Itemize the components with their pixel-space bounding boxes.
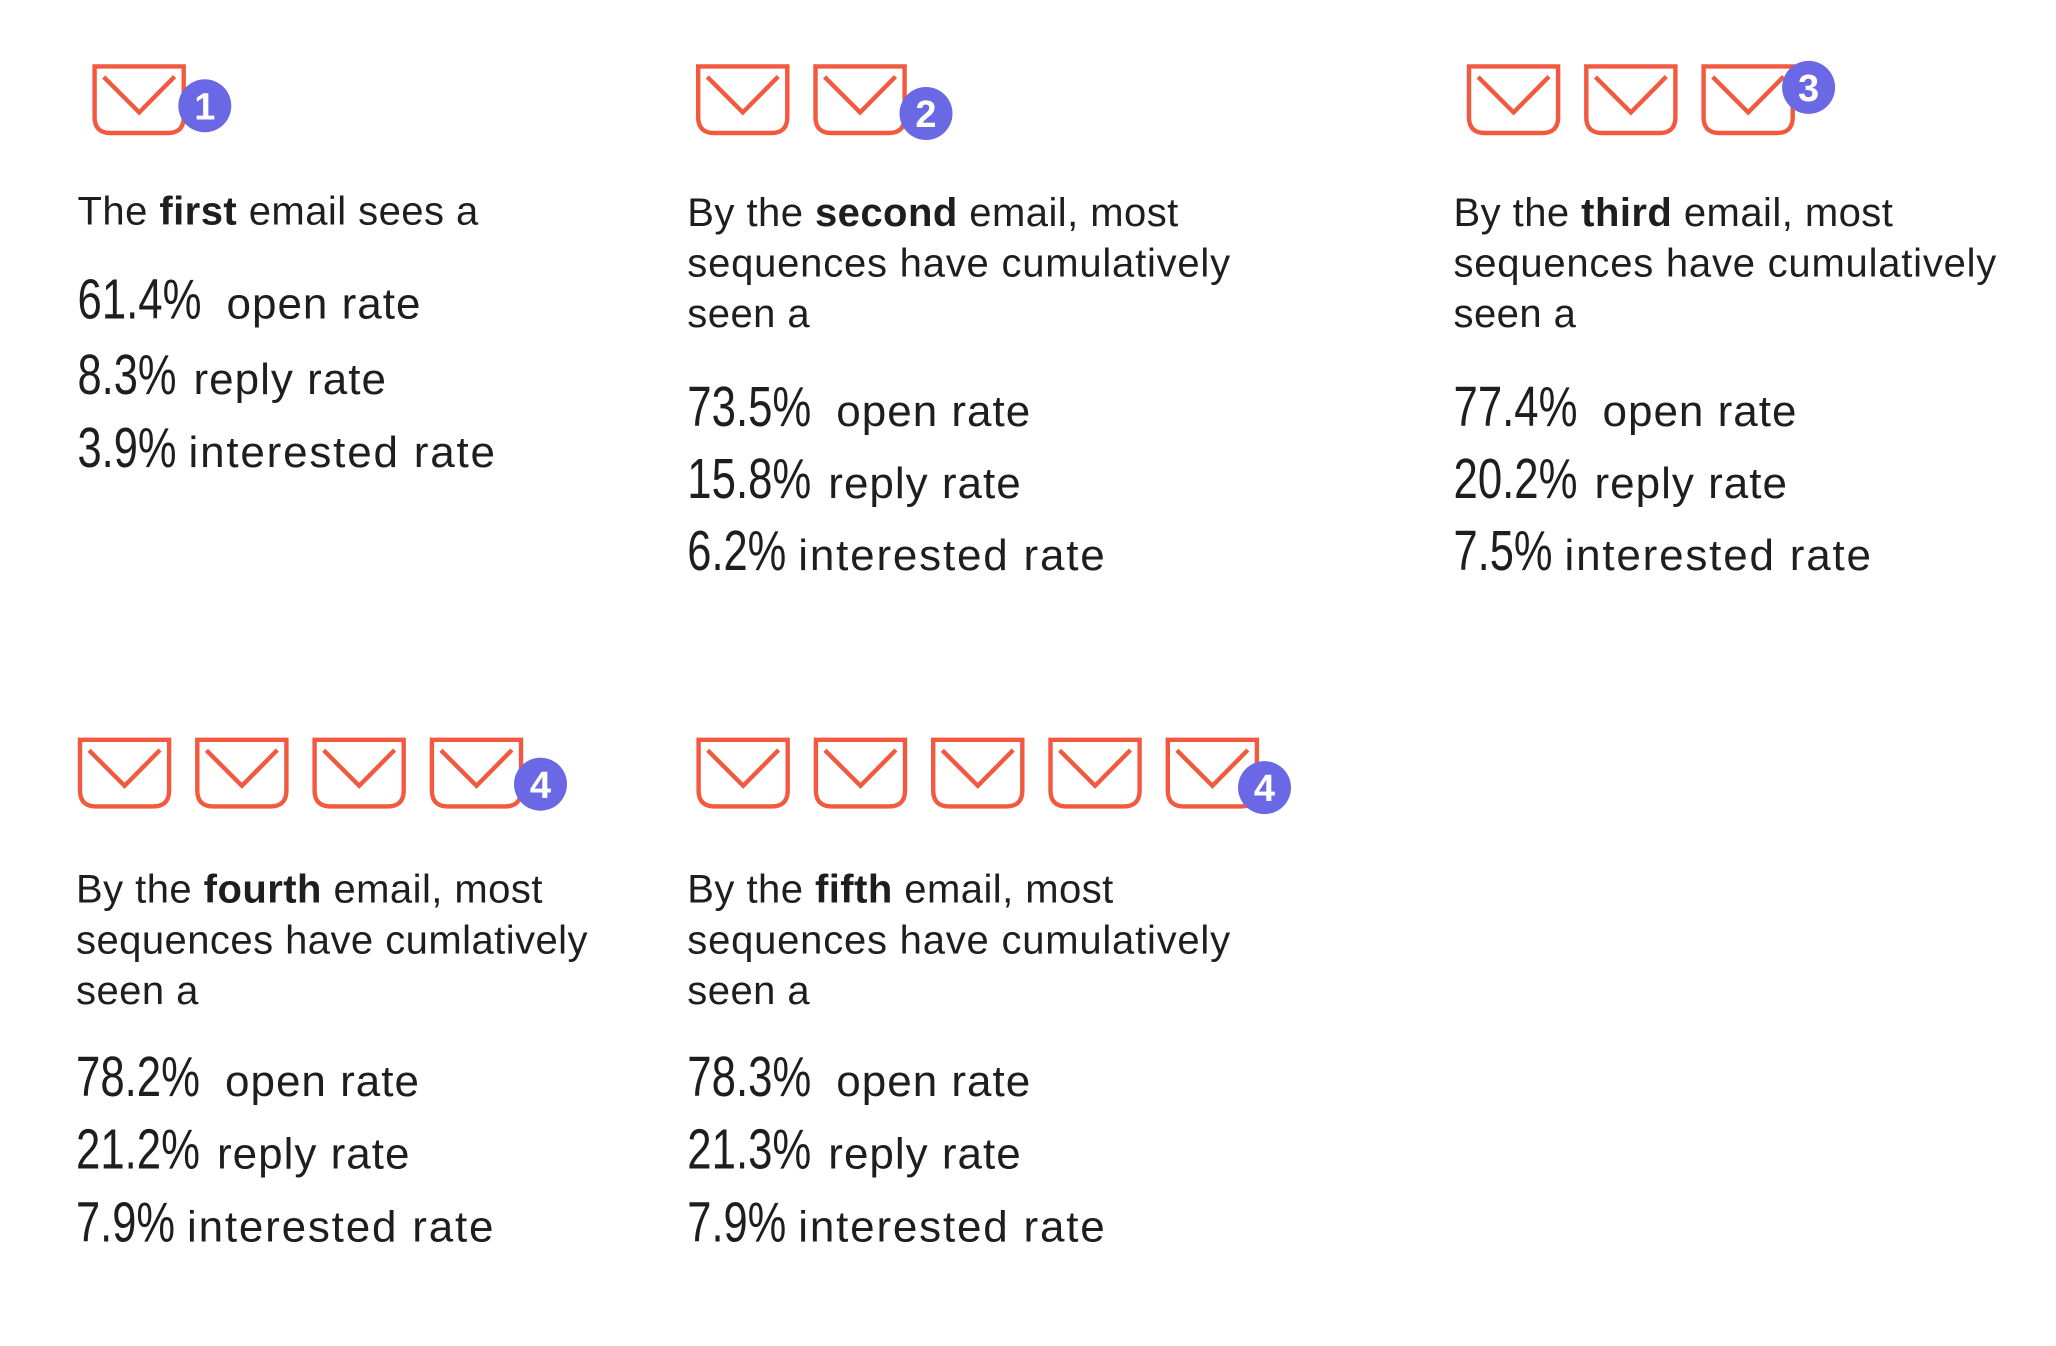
svg-text:open rate: open rate [225,1057,420,1106]
svg-text:sequences have cumulatively: sequences have cumulatively [687,242,1231,286]
svg-text:reply rate: reply rate [828,1130,1021,1179]
svg-text:78.2%: 78.2% [76,1045,200,1109]
svg-text:seen a: seen a [687,969,810,1013]
svg-text:seen a: seen a [1454,292,1577,336]
svg-text:seen a: seen a [687,292,810,336]
svg-text:By the second email, most: By the second email, most [687,191,1178,235]
svg-text:7.5%: 7.5% [1454,519,1553,583]
svg-text:2: 2 [915,94,936,136]
svg-text:78.3%: 78.3% [687,1045,811,1109]
svg-text:interested rate: interested rate [798,531,1106,580]
svg-text:interested rate: interested rate [798,1202,1106,1251]
svg-text:21.3%: 21.3% [687,1118,811,1182]
svg-text:4: 4 [1254,768,1275,810]
svg-text:By the third email, most: By the third email, most [1454,191,1894,235]
svg-text:8.3%: 8.3% [78,343,177,407]
svg-text:sequences have cumulatively: sequences have cumulatively [1454,242,1998,286]
svg-text:interested rate: interested rate [1565,531,1873,580]
svg-text:open rate: open rate [836,1057,1031,1106]
svg-text:6.2%: 6.2% [687,519,786,583]
svg-text:73.5%: 73.5% [687,375,811,439]
svg-text:open rate: open rate [1603,387,1798,436]
svg-text:seen a: seen a [76,969,199,1013]
svg-text:sequences have cumlatively: sequences have cumlatively [76,919,588,963]
svg-text:reply rate: reply rate [828,459,1021,508]
svg-text:15.8%: 15.8% [687,447,811,511]
svg-text:open rate: open rate [227,280,422,329]
svg-text:interested rate: interested rate [187,1202,495,1251]
svg-text:20.2%: 20.2% [1454,447,1578,511]
svg-text:3.9%: 3.9% [78,416,177,480]
svg-text:1: 1 [194,86,215,128]
svg-text:7.9%: 7.9% [76,1190,175,1254]
svg-text:reply rate: reply rate [217,1130,410,1179]
svg-text:By the fifth email, most: By the fifth email, most [687,868,1113,912]
svg-text:77.4%: 77.4% [1454,375,1578,439]
svg-text:reply rate: reply rate [1595,459,1788,508]
svg-text:7.9%: 7.9% [687,1190,786,1254]
svg-text:interested rate: interested rate [189,428,497,477]
svg-text:open rate: open rate [836,387,1031,436]
svg-text:4: 4 [530,765,551,807]
svg-text:The first email sees a: The first email sees a [78,190,479,234]
svg-text:21.2%: 21.2% [76,1118,200,1182]
svg-text:reply rate: reply rate [194,355,387,404]
svg-text:By the fourth email, most: By the fourth email, most [76,868,543,912]
svg-text:61.4%: 61.4% [78,268,202,332]
svg-text:3: 3 [1798,68,1819,110]
svg-text:sequences have cumulatively: sequences have cumulatively [687,919,1231,963]
